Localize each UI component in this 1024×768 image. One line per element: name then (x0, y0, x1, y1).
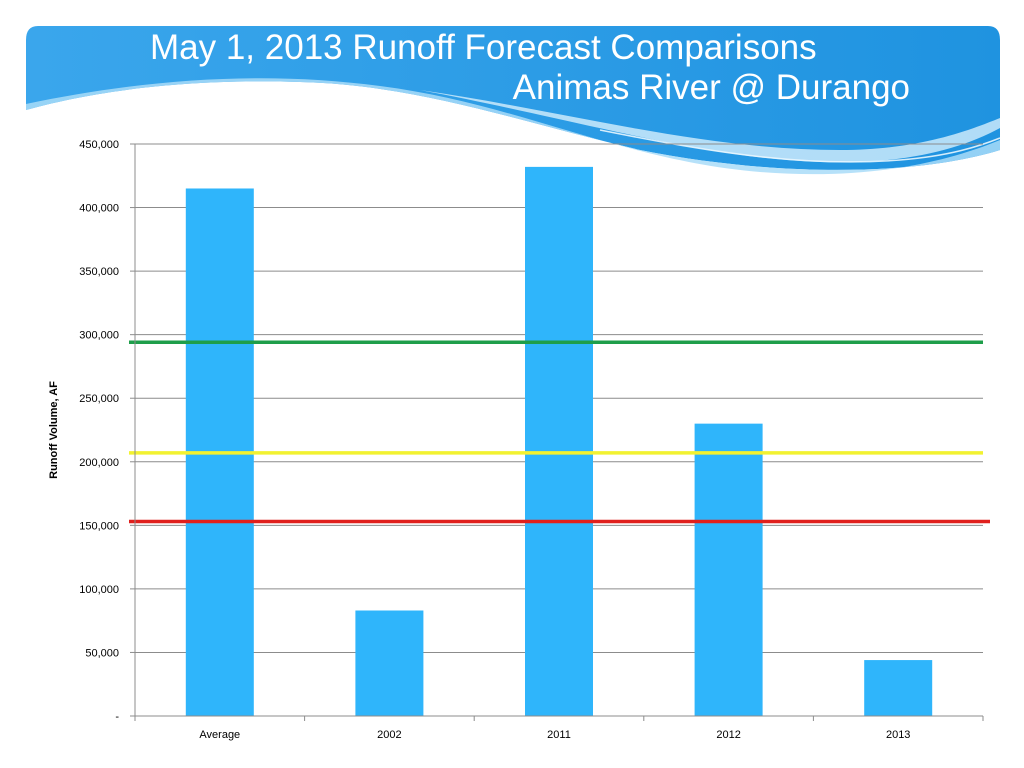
banner-shape (26, 26, 1000, 170)
slide-title: May 1, 2013 Runoff Forecast Comparisons … (150, 28, 910, 108)
y-tick-label: 300,000 (79, 330, 119, 342)
y-tick-label: 200,000 (79, 457, 119, 469)
bar (525, 166, 593, 716)
reference-lines-layer (129, 340, 990, 524)
x-tick-label: 2013 (886, 729, 910, 741)
y-tick-label: 350,000 (79, 266, 119, 278)
y-axis-label: Runoff Volume, AF (48, 381, 60, 479)
y-tick-label: 400,000 (79, 203, 119, 215)
axes-layer: - 50,000 100,000 150,000 200,000 250,000 300,0… (79, 139, 984, 741)
title-line-1: May 1, 2013 Runoff Forecast Comparisons (150, 28, 817, 67)
bar (864, 660, 933, 716)
x-tick-label: 2012 (716, 729, 740, 741)
x-tick-label: Average (199, 729, 240, 741)
y-tick-label: 100,000 (79, 584, 119, 596)
title-line-2: Animas River @ Durango (512, 68, 910, 107)
bar (694, 423, 763, 716)
bar (355, 610, 424, 716)
y-tick-label: 150,000 (79, 520, 119, 532)
banner-wave-1 (26, 78, 1000, 175)
y-tick-label: 250,000 (79, 393, 119, 405)
y-tick-label: 50,000 (85, 647, 119, 659)
y-tick-label: 450,000 (79, 139, 119, 151)
bars-layer (185, 166, 933, 716)
banner-wave-2 (420, 90, 1000, 163)
x-tick-label: 2011 (547, 729, 571, 741)
x-tick-label: 2002 (377, 729, 401, 741)
y-tick-label: - (115, 711, 119, 723)
